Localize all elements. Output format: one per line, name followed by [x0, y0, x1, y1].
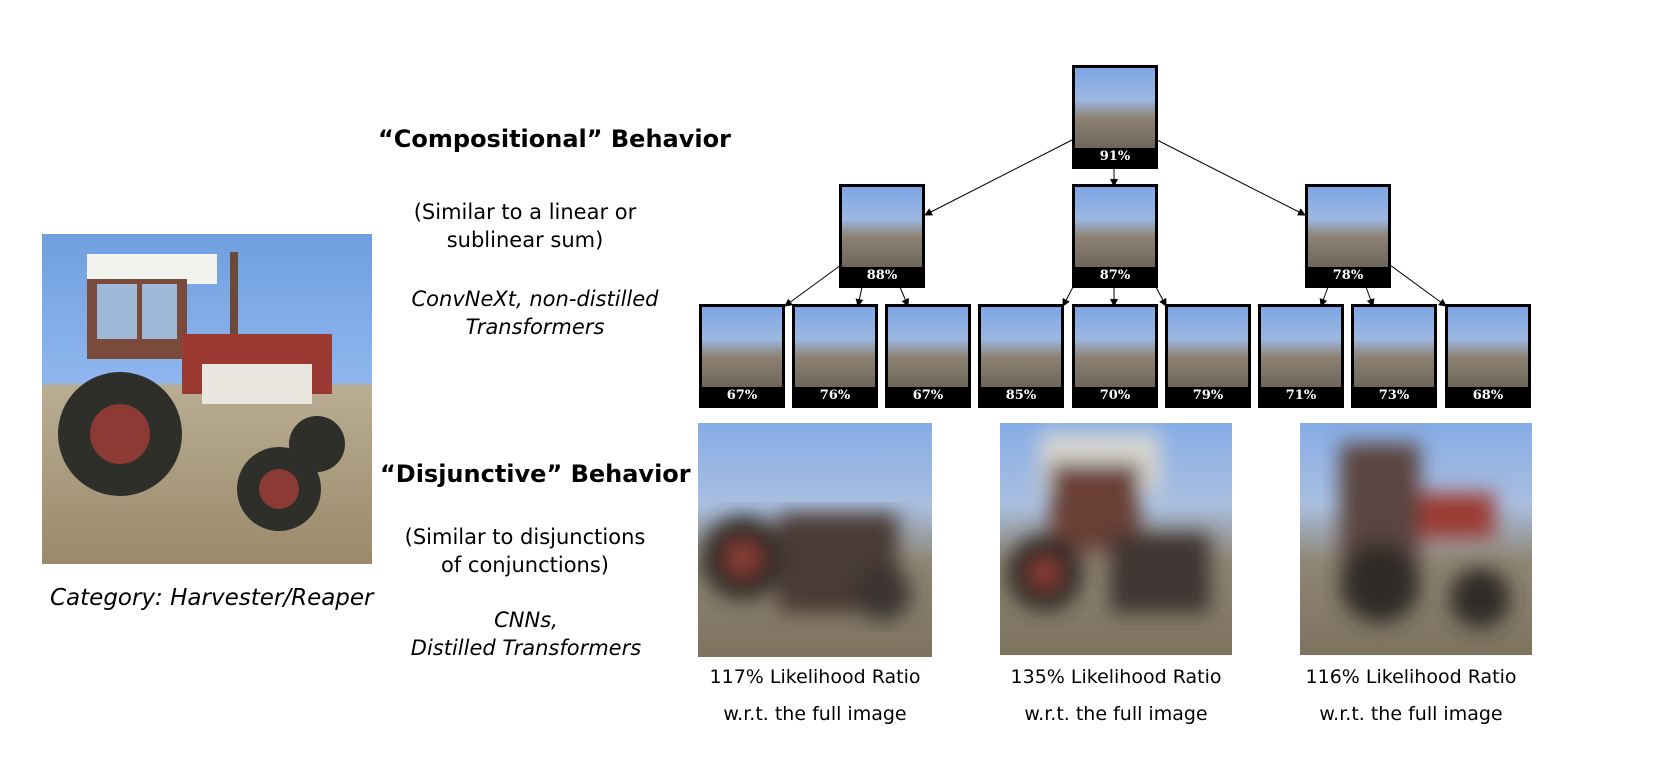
- masked-image: [795, 307, 875, 387]
- edge-l1c-l2g: [1319, 286, 1329, 307]
- tree-level2-node: 76%: [792, 304, 878, 408]
- masked-image: [1354, 307, 1434, 387]
- likelihood-ratio-caption: 117% Likelihood Ratio: [709, 666, 921, 688]
- tree-level2-node: 68%: [1445, 304, 1531, 408]
- tree-level2-node: 79%: [1165, 304, 1251, 408]
- edge-l1a-l2a: [784, 264, 842, 307]
- masked-image: [888, 307, 968, 387]
- reference-caption: w.r.t. the full image: [1319, 703, 1503, 725]
- tree-level2-node: 67%: [885, 304, 971, 408]
- original-tractor-image: [42, 234, 372, 564]
- disjunctive-models-line2: Distilled Transformers: [410, 636, 642, 660]
- reference-caption: w.r.t. the full image: [1024, 703, 1208, 725]
- reference-caption: w.r.t. the full image: [723, 703, 907, 725]
- disjunctive-example-image: [1300, 423, 1532, 655]
- node-confidence: 91%: [1099, 149, 1131, 164]
- disjunctive-models: CNNs, Distilled Transformers: [376, 606, 676, 662]
- masked-image: [702, 307, 782, 387]
- node-confidence: 76%: [819, 388, 851, 403]
- masked-image: [1075, 68, 1155, 148]
- node-confidence: 70%: [1099, 388, 1131, 403]
- tree-level2-node: 70%: [1072, 304, 1158, 408]
- disjunctive-example-image: [698, 423, 932, 657]
- blurred-tractor-part: [701, 513, 911, 621]
- compositional-models-line1: ConvNeXt, non-distilled: [411, 287, 659, 311]
- edge-l1b-l2f: [1155, 286, 1167, 307]
- tree-level1-node: 87%: [1072, 184, 1158, 288]
- disjunctive-models-line1: CNNs,: [494, 608, 558, 632]
- likelihood-ratio-caption: 116% Likelihood Ratio: [1305, 666, 1517, 688]
- disjunctive-example-image: [1000, 423, 1232, 655]
- tree-level2-node: 71%: [1258, 304, 1344, 408]
- tree-root-node: 91%: [1072, 65, 1158, 169]
- masked-image: [1075, 307, 1155, 387]
- node-confidence: 79%: [1192, 388, 1224, 403]
- disjunctive-description: (Similar to disjunctions of conjunctions…: [375, 523, 675, 579]
- edge-root-l1c: [1156, 139, 1306, 216]
- disjunctive-desc-line1: (Similar to disjunctions: [404, 525, 646, 549]
- edge-l1c-l2i: [1389, 264, 1447, 307]
- compositional-models-line2: Transformers: [465, 315, 605, 339]
- likelihood-ratio-caption: 135% Likelihood Ratio: [1010, 666, 1222, 688]
- tractor-illustration: [58, 252, 345, 531]
- node-confidence: 67%: [912, 388, 944, 403]
- tree-level2-node: 67%: [699, 304, 785, 408]
- node-confidence: 78%: [1332, 268, 1364, 283]
- edge-l1c-l2h: [1365, 286, 1375, 307]
- blurred-tractor-part: [1340, 443, 1510, 628]
- category-label: Category: Harvester/Reaper: [50, 585, 374, 611]
- compositional-models: ConvNeXt, non-distilled Transformers: [385, 285, 685, 341]
- tree-level1-node: 78%: [1305, 184, 1391, 288]
- node-confidence: 68%: [1472, 388, 1504, 403]
- masked-image: [981, 307, 1061, 387]
- disjunctive-desc-line2: of conjunctions): [441, 553, 609, 577]
- edge-l1a-l2b: [855, 286, 864, 307]
- tree-level1-node: 88%: [839, 184, 925, 288]
- edge-l1b-l2d: [1062, 286, 1074, 307]
- disjunctive-heading: “Disjunctive” Behavior: [380, 460, 691, 488]
- node-confidence: 67%: [726, 388, 758, 403]
- edge-root-l1a: [924, 139, 1073, 216]
- edge-l1a-l2c: [899, 286, 909, 307]
- blurred-tractor-part: [1007, 433, 1210, 613]
- node-confidence: 85%: [1005, 388, 1037, 403]
- masked-image: [1308, 187, 1388, 267]
- compositional-heading: “Compositional” Behavior: [378, 125, 731, 153]
- masked-image: [1075, 187, 1155, 267]
- masked-image: [1448, 307, 1528, 387]
- node-confidence: 87%: [1099, 268, 1131, 283]
- tree-level2-node: 73%: [1351, 304, 1437, 408]
- node-confidence: 73%: [1378, 388, 1410, 403]
- masked-image: [1168, 307, 1248, 387]
- node-confidence: 71%: [1285, 388, 1317, 403]
- node-confidence: 88%: [866, 268, 898, 283]
- compositional-description: (Similar to a linear or sublinear sum): [375, 198, 675, 254]
- compositional-desc-line1: (Similar to a linear or: [413, 200, 637, 224]
- compositional-desc-line2: sublinear sum): [446, 228, 604, 252]
- masked-image: [842, 187, 922, 267]
- tree-level2-node: 85%: [978, 304, 1064, 408]
- masked-image: [1261, 307, 1341, 387]
